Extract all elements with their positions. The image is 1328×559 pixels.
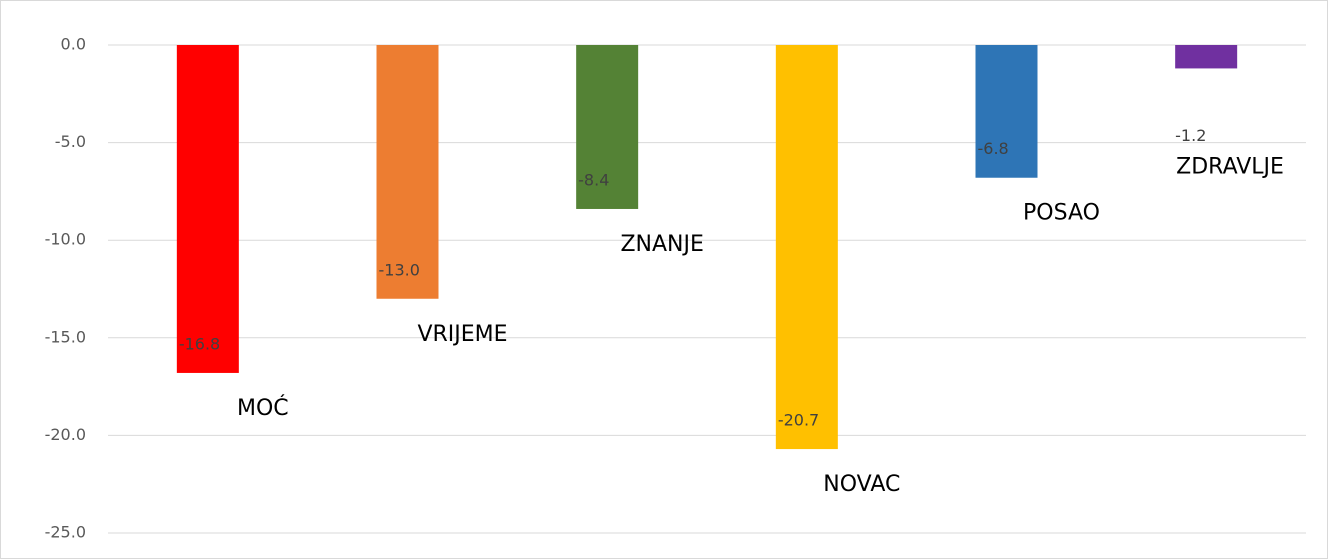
data-label: -6.8 xyxy=(978,139,1009,158)
category-label: MOĆ xyxy=(237,395,289,421)
data-label: -20.7 xyxy=(778,411,819,430)
y-tick-label: -5.0 xyxy=(55,132,86,151)
y-tick-label: -20.0 xyxy=(45,425,86,444)
bar xyxy=(176,45,239,373)
data-label: -13.0 xyxy=(379,260,420,279)
data-label: -8.4 xyxy=(578,170,609,189)
category-label: VRIJEME xyxy=(417,322,507,347)
category-label: NOVAC xyxy=(823,472,900,497)
bar xyxy=(376,45,439,299)
category-label: POSAO xyxy=(1023,201,1100,226)
bar xyxy=(1175,45,1238,69)
data-label: -1.2 xyxy=(1175,126,1206,145)
y-tick-label: -25.0 xyxy=(45,523,86,542)
y-tick-label: -10.0 xyxy=(45,230,86,249)
bar xyxy=(576,45,639,209)
bar xyxy=(775,45,838,450)
data-label: -16.8 xyxy=(179,334,220,353)
bar xyxy=(975,45,1038,178)
y-tick-label: 0.0 xyxy=(61,35,86,54)
y-tick-label: -15.0 xyxy=(45,327,86,346)
category-label: ZDRAVLJE xyxy=(1176,154,1284,179)
category-label: ZNANJE xyxy=(620,232,703,257)
